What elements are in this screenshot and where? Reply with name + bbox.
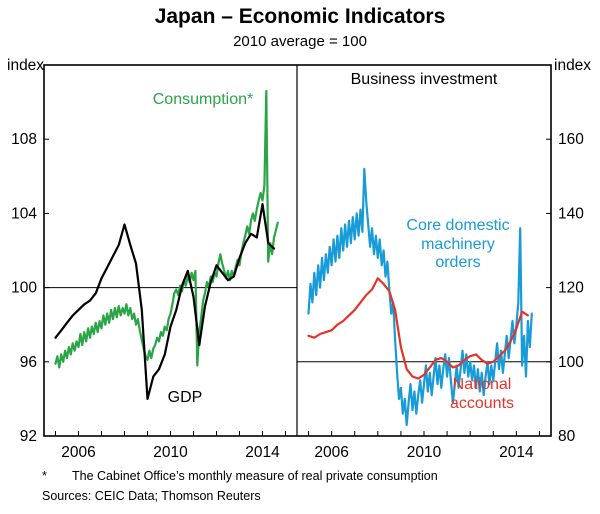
chart-subtitle: 2010 average = 100 xyxy=(233,33,367,50)
footnote-marker: * xyxy=(42,469,47,483)
consumption-line xyxy=(54,89,279,369)
x-tick-label: 2014 xyxy=(245,444,280,461)
y-tick-label: 92 xyxy=(20,428,37,445)
left-axis-unit: index xyxy=(7,57,44,74)
sources-line: Sources: CEIC Data; Thomson Reuters xyxy=(42,489,261,503)
gdp-line xyxy=(54,203,276,400)
y-tick-label: 80 xyxy=(558,428,576,445)
x-tick-label: 2014 xyxy=(499,444,534,461)
y-tick-label: 96 xyxy=(20,354,37,371)
business-investment-label: Business investment xyxy=(350,71,498,88)
y-tick-label: 104 xyxy=(11,205,37,222)
x-tick-label: 2010 xyxy=(153,444,188,461)
footnote-text: The Cabinet Office’s monthly measure of … xyxy=(72,469,438,483)
right-axis-unit: index xyxy=(554,57,591,74)
x-tick-label: 2010 xyxy=(407,444,442,461)
core-domestic-machinery-orders-line xyxy=(307,167,533,426)
y-tick-label: 160 xyxy=(558,131,584,148)
y-tick-label: 120 xyxy=(558,280,584,297)
footnote: * The Cabinet Office’s monthly measure of… xyxy=(42,469,438,483)
y-tick-label: 140 xyxy=(558,205,584,222)
chart-title: Japan – Economic Indicators xyxy=(154,5,446,28)
y-tick-label: 100 xyxy=(11,280,37,297)
national-accounts-label: National accounts xyxy=(449,376,515,412)
y-tick-label: 100 xyxy=(558,354,584,371)
national-accounts-line xyxy=(307,277,530,380)
gdp-label: GDP xyxy=(167,389,203,406)
x-tick-label: 2006 xyxy=(314,444,348,461)
consumption-label: Consumption* xyxy=(152,91,254,108)
machinery-orders-label: Core domestic machinery orders xyxy=(406,217,510,272)
x-tick-label: 2006 xyxy=(61,444,95,461)
y-tick-label: 108 xyxy=(11,131,37,148)
